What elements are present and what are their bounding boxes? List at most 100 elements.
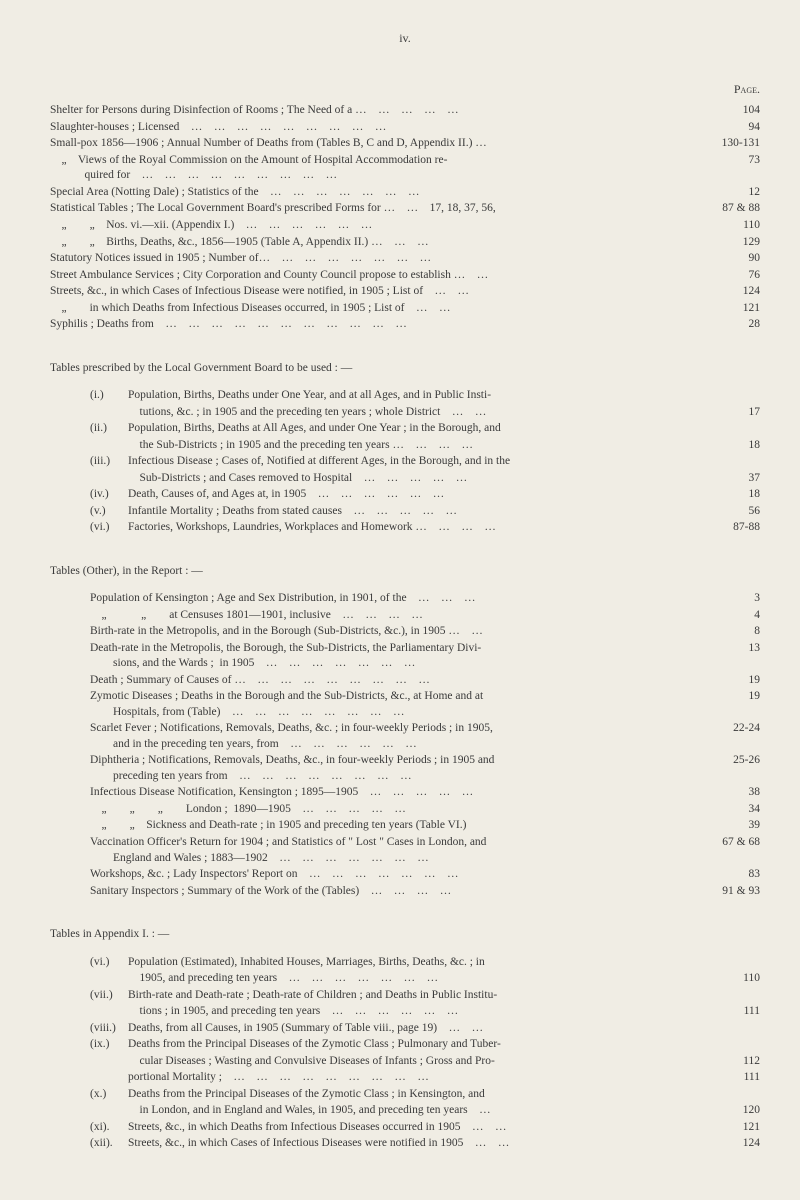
toc-page: 56	[702, 504, 760, 520]
toc-page: 17	[702, 405, 760, 421]
toc-label: the Sub-Districts ; in 1905 and the prec…	[128, 438, 473, 454]
toc-entry: Death-rate in the Metropolis, the Boroug…	[90, 641, 760, 672]
toc-page: 19	[702, 689, 760, 705]
toc-entry: (iii.)Infectious Disease ; Cases of, Not…	[90, 454, 760, 470]
toc-label: Diphtheria ; Notifications, Removals, De…	[90, 753, 494, 784]
entry-roman-numeral: (iii.)	[90, 454, 128, 470]
toc-label: Workshops, &c. ; Lady Inspectors' Report…	[90, 867, 458, 883]
entry-body: Deaths from the Principal Diseases of th…	[128, 1037, 760, 1053]
toc-entry: Death ; Summary of Causes of … … … … … ……	[90, 673, 760, 689]
toc-label: Death, Causes of, and Ages at, in 1905 ……	[128, 487, 444, 503]
toc-page: 38	[702, 785, 760, 801]
toc-label: Statistical Tables ; The Local Governmen…	[50, 201, 496, 217]
toc-entry: Statistical Tables ; The Local Governmen…	[50, 201, 760, 217]
toc-page: 34	[702, 802, 760, 818]
toc-label: „ „ Births, Deaths, &c., 1856—1905 (Tabl…	[50, 235, 429, 251]
toc-entry: „ „ „ London ; 1890—1905 … … … … … 34	[90, 802, 760, 818]
page-number-roman: iv.	[50, 30, 760, 46]
entry-body: cular Diseases ; Wasting and Convulsive …	[128, 1054, 760, 1070]
toc-page: 111	[702, 1070, 760, 1086]
toc-label: portional Mortality ; … … … … … … … … …	[128, 1070, 429, 1086]
toc-page: 76	[702, 268, 760, 284]
document-page: iv. Page. Shelter for Persons during Dis…	[0, 0, 800, 1183]
toc-label: Special Area (Notting Dale) ; Statistics…	[50, 185, 420, 201]
toc-entry: Shelter for Persons during Disinfection …	[50, 103, 760, 119]
toc-page: 121	[702, 1120, 760, 1136]
toc-label: in London, and in England and Wales, in …	[128, 1103, 491, 1119]
toc-label: Deaths from the Principal Diseases of th…	[128, 1037, 501, 1053]
toc-label: Slaughter-houses ; Licensed … … … … … … …	[50, 120, 386, 136]
entry-body: tions ; in 1905, and preceding ten years…	[128, 1004, 760, 1020]
toc-page: 3	[702, 591, 760, 607]
toc-label: Death ; Summary of Causes of … … … … … ……	[90, 673, 430, 689]
toc-page: 90	[702, 251, 760, 267]
entry-roman-numeral: (xi).	[90, 1120, 128, 1136]
toc-label: „ „ „ London ; 1890—1905 … … … … …	[90, 802, 406, 818]
toc-entry: cular Diseases ; Wasting and Convulsive …	[90, 1054, 760, 1070]
toc-label: tions ; in 1905, and preceding ten years…	[128, 1004, 458, 1020]
toc-label: Streets, &c., in which Cases of Infectio…	[50, 284, 469, 300]
entry-body: Deaths from the Principal Diseases of th…	[128, 1087, 760, 1103]
entry-body: 1905, and preceding ten years … … … … … …	[128, 971, 760, 987]
entry-body: Streets, &c., in which Deaths from Infec…	[128, 1120, 760, 1136]
entry-body: Population, Births, Deaths at All Ages, …	[128, 421, 760, 437]
entry-roman-numeral: (vi.)	[90, 955, 128, 971]
toc-label: „ „ at Censuses 1801—1901, inclusive … ……	[90, 608, 423, 624]
entry-roman-numeral: (i.)	[90, 388, 128, 404]
toc-page: 19	[702, 673, 760, 689]
toc-entry: Scarlet Fever ; Notifications, Removals,…	[90, 721, 760, 752]
entry-body: the Sub-Districts ; in 1905 and the prec…	[128, 438, 760, 454]
toc-label: Infectious Disease ; Cases of, Notified …	[128, 454, 510, 470]
toc-entry: Vaccination Officer's Return for 1904 ; …	[90, 835, 760, 866]
toc-entry: (v.)Infantile Mortality ; Deaths from st…	[90, 504, 760, 520]
toc-entry: Slaughter-houses ; Licensed … … … … … … …	[50, 120, 760, 136]
toc-page: 87 & 88	[702, 201, 760, 217]
toc-page: 87-88	[702, 520, 760, 536]
toc-page: 124	[702, 284, 760, 300]
toc-label: Death-rate in the Metropolis, the Boroug…	[90, 641, 481, 672]
toc-entry: Statutory Notices issued in 1905 ; Numbe…	[50, 251, 760, 267]
toc-page: 12	[702, 185, 760, 201]
section3-block: (vi.)Population (Estimated), Inhabited H…	[50, 955, 760, 1152]
toc-label: Deaths, from all Causes, in 1905 (Summar…	[128, 1021, 483, 1037]
toc-label: Population of Kensington ; Age and Sex D…	[90, 591, 476, 607]
toc-entry: Street Ambulance Services ; City Corpora…	[50, 268, 760, 284]
entry-body: Deaths, from all Causes, in 1905 (Summar…	[128, 1021, 760, 1037]
toc-page: 121	[702, 301, 760, 317]
toc-page: 22-24	[702, 721, 760, 737]
toc-entry: tutions, &c. ; in 1905 and the preceding…	[90, 405, 760, 421]
toc-label: Population, Births, Deaths under One Yea…	[128, 388, 491, 404]
toc-entry: (ii.)Population, Births, Deaths at All A…	[90, 421, 760, 437]
toc-label: Small-pox 1856—1906 ; Annual Number of D…	[50, 136, 487, 152]
toc-page: 39	[702, 818, 760, 834]
toc-page: 28	[702, 317, 760, 333]
entry-body: Streets, &c., in which Cases of Infectio…	[128, 1136, 760, 1152]
toc-label: Shelter for Persons during Disinfection …	[50, 103, 459, 119]
toc-entry: Special Area (Notting Dale) ; Statistics…	[50, 185, 760, 201]
toc-label: Syphilis ; Deaths from … … … … … … … … ……	[50, 317, 407, 333]
toc-page: 110	[702, 218, 760, 234]
toc-label: „ „ Sickness and Death-rate ; in 1905 an…	[90, 818, 466, 834]
toc-entry: Syphilis ; Deaths from … … … … … … … … ……	[50, 317, 760, 333]
toc-label: Deaths from the Principal Diseases of th…	[128, 1087, 485, 1103]
toc-entry: (vii.)Birth-rate and Death-rate ; Death-…	[90, 988, 760, 1004]
toc-entry: Streets, &c., in which Cases of Infectio…	[50, 284, 760, 300]
toc-entry: Sanitary Inspectors ; Summary of the Wor…	[90, 884, 760, 900]
toc-entry: (vi.)Population (Estimated), Inhabited H…	[90, 955, 760, 971]
toc-label: Zymotic Diseases ; Deaths in the Borough…	[90, 689, 483, 720]
toc-entry: „ „ Births, Deaths, &c., 1856—1905 (Tabl…	[50, 235, 760, 251]
entry-roman-numeral: (vii.)	[90, 988, 128, 1004]
page-header: Page.	[50, 81, 760, 97]
section2-block: Population of Kensington ; Age and Sex D…	[50, 591, 760, 899]
toc-entry: (i.)Population, Births, Deaths under One…	[90, 388, 760, 404]
toc-label: Statutory Notices issued in 1905 ; Numbe…	[50, 251, 431, 267]
entry-roman-numeral: (v.)	[90, 504, 128, 520]
toc-entry: in London, and in England and Wales, in …	[90, 1103, 760, 1119]
section2-title: Tables (Other), in the Report : —	[50, 564, 760, 580]
toc-page: 94	[702, 120, 760, 136]
entry-body: portional Mortality ; … … … … … … … … … 1…	[128, 1070, 760, 1086]
toc-entry: Birth-rate in the Metropolis, and in the…	[90, 624, 760, 640]
toc-page: 37	[702, 471, 760, 487]
toc-entry: 1905, and preceding ten years … … … … … …	[90, 971, 760, 987]
entry-roman-numeral: (iv.)	[90, 487, 128, 503]
